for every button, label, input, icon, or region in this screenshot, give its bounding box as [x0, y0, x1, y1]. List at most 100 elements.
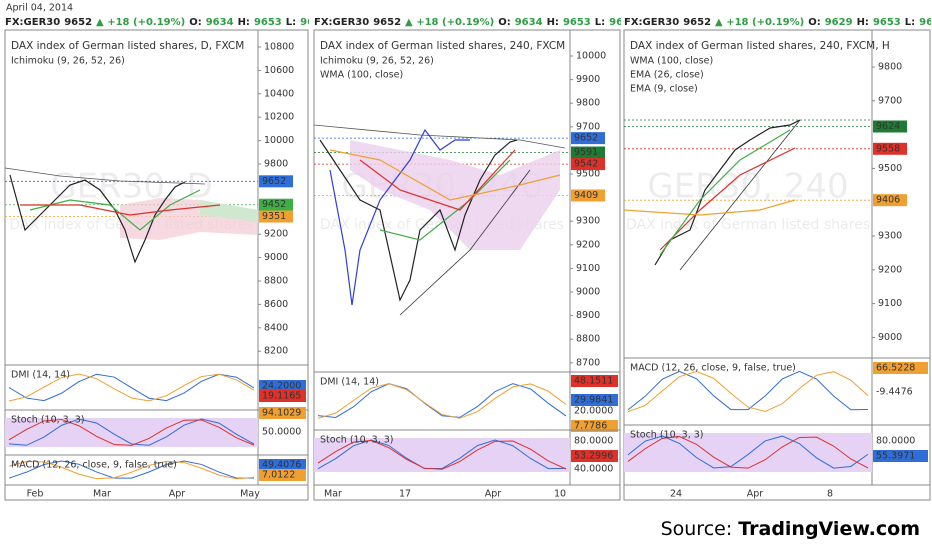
value-tag-label: 94.1029 [262, 408, 301, 419]
pane-title: Stoch (10, 3, 3) [11, 415, 85, 426]
panel-frame [313, 29, 621, 501]
y-tick-label: 10000 [264, 135, 294, 146]
indicator-line [317, 383, 567, 419]
header-item: FX:GER30 [314, 17, 369, 28]
value-tag [873, 450, 928, 462]
header-item: 9652 [64, 17, 92, 28]
x-tick-label: 8 [827, 489, 833, 500]
price-tag [259, 175, 293, 188]
header-item: 9653 [254, 17, 282, 28]
stoch-band [314, 438, 570, 472]
x-tick-label: 24 [670, 489, 682, 500]
y-tick-label: 9000 [878, 332, 902, 343]
source-brand: TradingView.com [738, 518, 920, 540]
value-tag [571, 375, 618, 387]
price-tag-label: 9652 [262, 176, 286, 187]
header-item: 9653 [873, 17, 901, 28]
price-tag [873, 120, 907, 133]
indicator-line [627, 436, 869, 469]
price-tag-label: 9558 [876, 143, 900, 154]
value-tag [259, 407, 306, 419]
header-item: 9634 [206, 17, 234, 28]
value-tag-label: 7.0122 [262, 470, 295, 481]
header: FX:GER30 9652 ▲ +18 (+0.19%) O: 9634 H: 9653 L:… [5, 17, 368, 28]
header-item: 9627 [609, 17, 637, 28]
chart-title: DAX index of German listed shares, 240, … [320, 40, 565, 52]
header: FX:GER30 9652 ▲ +18 (+0.19%) O: 9629 H: 9653 L:… [624, 17, 932, 28]
y-tick-label: 9800 [264, 159, 288, 170]
indicator-line [8, 460, 255, 480]
value-tag-label: 50.0000 [262, 427, 301, 438]
header-text: FX:GER30 9652 ▲ +18 (+0.19%) O: 9634 H: 9653 L:… [314, 17, 677, 28]
value-tag-label: 19.1165 [262, 391, 301, 402]
indicator-line [317, 439, 567, 470]
indicator-line [8, 373, 255, 402]
header-text: FX:GER30 9652 ▲ +18 (+0.19%) O: 9634 H: 9653 L:… [5, 17, 368, 28]
indicator-label: Ichimoku (9, 26, 52, 26) [320, 56, 434, 67]
price-tag-label: 9409 [574, 190, 598, 201]
indicator-line [317, 439, 567, 470]
x-tick-label: Feb [27, 489, 44, 500]
value-tag-label: 24.2000 [262, 381, 301, 392]
price-tag [873, 142, 907, 155]
x-tick-label: Mar [324, 489, 342, 500]
y-tick-label: 10800 [264, 42, 294, 53]
watermark: DAX index of German listed shares [626, 217, 870, 233]
indicator-label: Ichimoku (9, 26, 52, 26) [11, 56, 125, 67]
indicator-label: WMA (100, close) [630, 56, 713, 67]
y-tick-label: 10200 [264, 112, 294, 123]
header-item: 9652 [683, 17, 711, 28]
y-tick-label: 8900 [576, 310, 600, 321]
y-tick-label: 10400 [264, 88, 294, 99]
panel-frame [4, 29, 309, 501]
y-tick-label: 9200 [576, 239, 600, 250]
y-tick-label: 8800 [576, 334, 600, 345]
source-prefix: Source: [661, 518, 733, 540]
pane-title: DMI (14, 14) [11, 370, 70, 381]
date: April 04, 2014 [6, 3, 73, 14]
price-tag [571, 146, 605, 159]
y-tick-label: 8800 [264, 276, 288, 287]
y-tick-label: 8700 [576, 357, 600, 368]
value-tag-label: -9.4476 [876, 387, 913, 398]
panel-frame [623, 29, 931, 501]
y-tick-label: 10600 [264, 65, 294, 76]
price-drawings [4, 119, 872, 316]
header-item: 9652 [373, 17, 401, 28]
value-tag-label: 80.0000 [574, 436, 613, 447]
price-tag [873, 194, 907, 207]
y-tick-label: 9000 [576, 287, 600, 298]
value-tag-label: 7.7786 [574, 421, 607, 432]
header-item: 9627 [919, 17, 932, 28]
y-tick-label: 9000 [264, 252, 288, 263]
header-item: 9653 [563, 17, 591, 28]
x-tick-label: May [240, 489, 260, 500]
x-tick-label: Apr [169, 489, 186, 500]
value-tag-label: 66.5228 [876, 363, 915, 374]
value-tag-label: 40.0000 [574, 464, 613, 475]
price-tag [571, 158, 605, 171]
y-tick-label: 9700 [576, 121, 600, 132]
price-tag-label: 9591 [574, 147, 598, 158]
x-tick-label: Mar [93, 489, 111, 500]
y-tick-label: 8600 [264, 299, 288, 310]
header-item: H: [857, 17, 869, 28]
indicator-label: EMA (26, close) [630, 70, 704, 81]
price-tag [571, 189, 605, 202]
y-tick-label: 8400 [264, 322, 288, 333]
y-tick-label: 9300 [878, 231, 902, 242]
price-tag [259, 210, 293, 223]
header-item: 9634 [515, 17, 543, 28]
price-tag-label: 9542 [574, 159, 598, 170]
value-tag-label: 53.2996 [574, 451, 613, 462]
header-item: 9627 [300, 17, 328, 28]
value-tag-label: 80.0000 [876, 436, 915, 447]
price-tag [571, 132, 605, 145]
x-tick-label: 17 [399, 489, 411, 500]
price-tag-label: 9406 [876, 195, 900, 206]
pane-title: Stoch (10, 3, 3) [630, 430, 704, 441]
y-tick-label: 9500 [576, 169, 600, 180]
value-tag [571, 420, 618, 432]
header-item: L: [286, 17, 296, 28]
